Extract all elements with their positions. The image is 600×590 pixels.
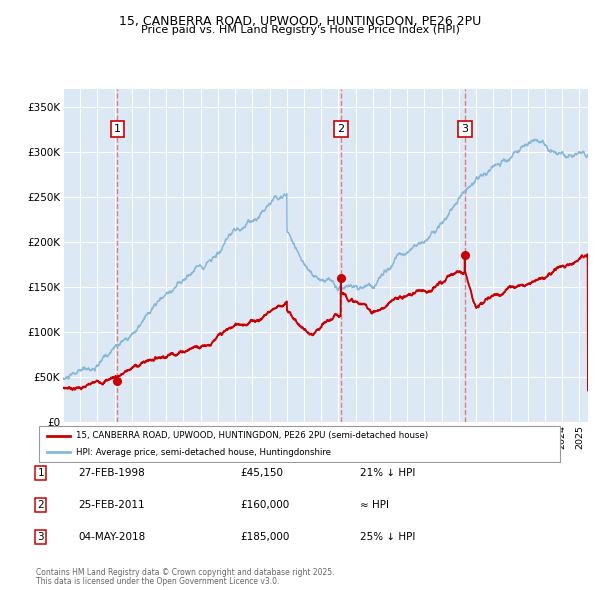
Text: 04-MAY-2018: 04-MAY-2018	[78, 532, 145, 542]
Text: 27-FEB-1998: 27-FEB-1998	[78, 468, 145, 478]
Text: £185,000: £185,000	[240, 532, 289, 542]
Text: 3: 3	[37, 532, 44, 542]
Text: 25-FEB-2011: 25-FEB-2011	[78, 500, 145, 510]
Text: 1: 1	[114, 124, 121, 134]
Text: £45,150: £45,150	[240, 468, 283, 478]
Text: ≈ HPI: ≈ HPI	[360, 500, 389, 510]
Text: HPI: Average price, semi-detached house, Huntingdonshire: HPI: Average price, semi-detached house,…	[76, 448, 331, 457]
Text: Price paid vs. HM Land Registry's House Price Index (HPI): Price paid vs. HM Land Registry's House …	[140, 25, 460, 35]
Text: £160,000: £160,000	[240, 500, 289, 510]
Text: 2: 2	[37, 500, 44, 510]
Text: 1: 1	[37, 468, 44, 478]
Text: 2: 2	[337, 124, 344, 134]
Text: This data is licensed under the Open Government Licence v3.0.: This data is licensed under the Open Gov…	[36, 578, 280, 586]
Text: 21% ↓ HPI: 21% ↓ HPI	[360, 468, 415, 478]
Text: 15, CANBERRA ROAD, UPWOOD, HUNTINGDON, PE26 2PU: 15, CANBERRA ROAD, UPWOOD, HUNTINGDON, P…	[119, 15, 481, 28]
Text: 15, CANBERRA ROAD, UPWOOD, HUNTINGDON, PE26 2PU (semi-detached house): 15, CANBERRA ROAD, UPWOOD, HUNTINGDON, P…	[76, 431, 428, 440]
Text: 25% ↓ HPI: 25% ↓ HPI	[360, 532, 415, 542]
FancyBboxPatch shape	[38, 427, 560, 461]
Text: 3: 3	[461, 124, 469, 134]
Text: Contains HM Land Registry data © Crown copyright and database right 2025.: Contains HM Land Registry data © Crown c…	[36, 568, 335, 577]
